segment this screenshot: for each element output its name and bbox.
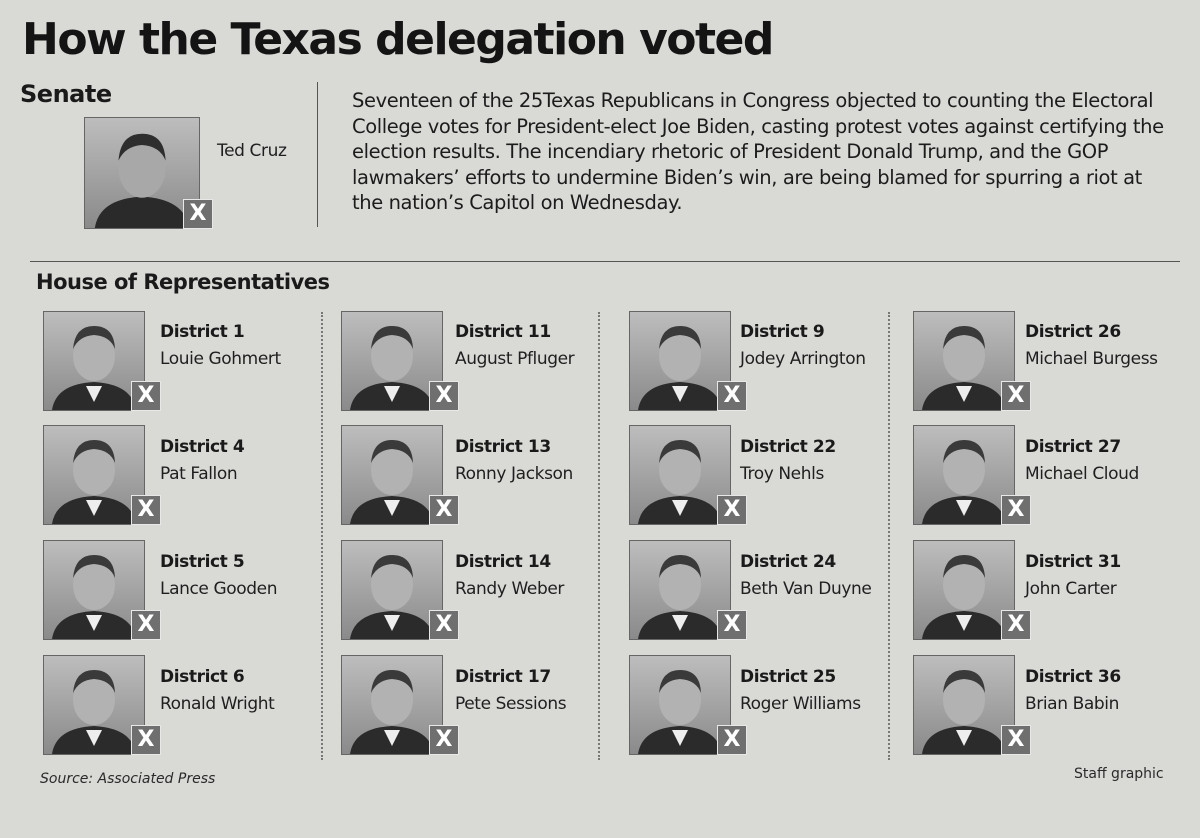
- staff-credit: Staff graphic: [1074, 766, 1164, 782]
- portrait-icon: [52, 670, 136, 754]
- vote-x-mark: X: [131, 381, 161, 411]
- vote-x-mark: X: [131, 610, 161, 640]
- member-photo: [913, 311, 1015, 411]
- portrait-icon: [638, 326, 722, 410]
- member-name: Jodey Arrington: [740, 349, 866, 369]
- member-photo: [43, 540, 145, 640]
- portrait-icon: [350, 440, 434, 524]
- district-label: District 26: [1025, 322, 1121, 342]
- house-heading: House of Representatives: [36, 270, 330, 294]
- vote-x-mark: X: [717, 381, 747, 411]
- portrait-icon: [52, 440, 136, 524]
- district-label: District 22: [740, 437, 836, 457]
- member-name: Ronny Jackson: [455, 464, 573, 484]
- district-label: District 24: [740, 552, 836, 572]
- member-photo: [341, 425, 443, 525]
- portrait-icon: [922, 670, 1006, 754]
- member-name: Michael Cloud: [1025, 464, 1139, 484]
- vote-x-mark: X: [1001, 725, 1031, 755]
- district-label: District 14: [455, 552, 551, 572]
- district-label: District 25: [740, 667, 836, 687]
- vote-x-mark: X: [131, 725, 161, 755]
- member-photo: [629, 311, 731, 411]
- senator-name: Ted Cruz: [217, 141, 287, 161]
- page-title: How the Texas delegation voted: [22, 14, 774, 65]
- portrait-icon: [52, 555, 136, 639]
- member-photo: [913, 655, 1015, 755]
- vote-x-mark: X: [429, 381, 459, 411]
- district-label: District 6: [160, 667, 245, 687]
- member-photo: [43, 655, 145, 755]
- senator-vote-x: X: [183, 199, 213, 229]
- member-name: Pete Sessions: [455, 694, 567, 714]
- vote-x-mark: X: [717, 610, 747, 640]
- member-photo: [43, 311, 145, 411]
- member-photo: [341, 655, 443, 755]
- portrait-icon: [922, 555, 1006, 639]
- member-name: Michael Burgess: [1025, 349, 1158, 369]
- district-label: District 31: [1025, 552, 1121, 572]
- member-name: Louie Gohmert: [160, 349, 281, 369]
- portrait-icon: [638, 670, 722, 754]
- district-label: District 36: [1025, 667, 1121, 687]
- district-label: District 17: [455, 667, 551, 687]
- portrait-icon: [922, 440, 1006, 524]
- district-label: District 11: [455, 322, 551, 342]
- member-name: Brian Babin: [1025, 694, 1119, 714]
- member-photo: [913, 425, 1015, 525]
- portrait-icon: [52, 326, 136, 410]
- portrait-icon: [922, 326, 1006, 410]
- member-name: Beth Van Duyne: [740, 579, 872, 599]
- district-label: District 13: [455, 437, 551, 457]
- section-rule: [30, 261, 1180, 262]
- summary-paragraph: Seventeen of the 25Texas Republicans in …: [352, 89, 1164, 214]
- district-label: District 27: [1025, 437, 1121, 457]
- member-photo: [629, 425, 731, 525]
- member-photo: [341, 311, 443, 411]
- vote-x-mark: X: [1001, 610, 1031, 640]
- district-label: District 4: [160, 437, 245, 457]
- member-name: Troy Nehls: [740, 464, 824, 484]
- vote-x-mark: X: [1001, 495, 1031, 525]
- portrait-icon: [94, 133, 190, 228]
- district-label: District 1: [160, 322, 245, 342]
- member-photo: [913, 540, 1015, 640]
- portrait-icon: [350, 555, 434, 639]
- portrait-icon: [350, 670, 434, 754]
- member-name: Pat Fallon: [160, 464, 238, 484]
- column-divider: [888, 312, 890, 760]
- vote-x-mark: X: [429, 495, 459, 525]
- member-name: John Carter: [1025, 579, 1117, 599]
- member-photo: [629, 540, 731, 640]
- member-name: Roger Williams: [740, 694, 861, 714]
- senate-divider: [317, 82, 318, 227]
- member-name: August Pfluger: [455, 349, 575, 369]
- vote-x-mark: X: [429, 725, 459, 755]
- member-photo: [43, 425, 145, 525]
- member-photo: [629, 655, 731, 755]
- member-name: Randy Weber: [455, 579, 564, 599]
- district-label: District 5: [160, 552, 245, 572]
- vote-x-mark: X: [717, 725, 747, 755]
- source-note: Source: Associated Press: [40, 771, 216, 787]
- portrait-icon: [350, 326, 434, 410]
- member-name: Lance Gooden: [160, 579, 278, 599]
- vote-x-mark: X: [717, 495, 747, 525]
- senate-heading: Senate: [20, 80, 112, 108]
- portrait-icon: [638, 440, 722, 524]
- vote-x-mark: X: [131, 495, 161, 525]
- senator-photo: [84, 117, 200, 229]
- district-label: District 9: [740, 322, 825, 342]
- member-photo: [341, 540, 443, 640]
- column-divider: [598, 312, 600, 760]
- column-divider: [321, 312, 323, 760]
- vote-x-mark: X: [429, 610, 459, 640]
- portrait-icon: [638, 555, 722, 639]
- member-name: Ronald Wright: [160, 694, 275, 714]
- vote-x-mark: X: [1001, 381, 1031, 411]
